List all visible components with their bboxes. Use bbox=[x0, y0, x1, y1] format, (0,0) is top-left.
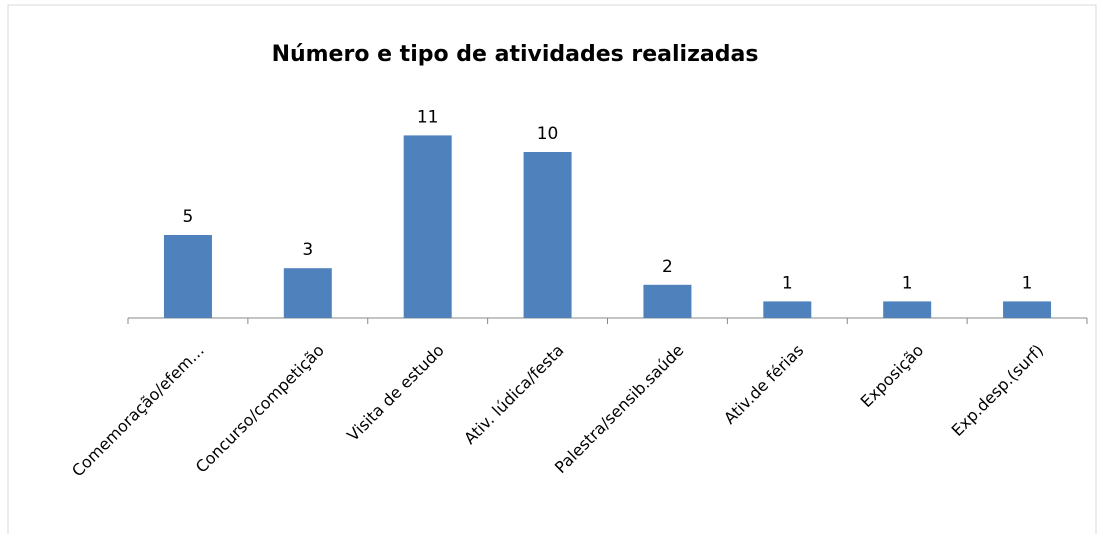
bar bbox=[883, 301, 932, 318]
bar bbox=[403, 135, 452, 318]
value-label: 3 bbox=[302, 240, 313, 260]
value-label: 1 bbox=[902, 273, 913, 293]
bar bbox=[523, 152, 572, 318]
value-label: 11 bbox=[417, 107, 439, 127]
bar bbox=[283, 268, 332, 318]
value-label: 1 bbox=[1022, 273, 1033, 293]
bar bbox=[643, 284, 692, 318]
bar bbox=[763, 301, 812, 318]
value-label: 10 bbox=[537, 124, 559, 144]
bar bbox=[1003, 301, 1052, 318]
value-label: 1 bbox=[782, 273, 793, 293]
chart-title: Número e tipo de atividades realizadas bbox=[272, 42, 759, 67]
value-label: 2 bbox=[662, 257, 673, 277]
bar bbox=[163, 235, 212, 318]
value-label: 5 bbox=[183, 207, 194, 227]
